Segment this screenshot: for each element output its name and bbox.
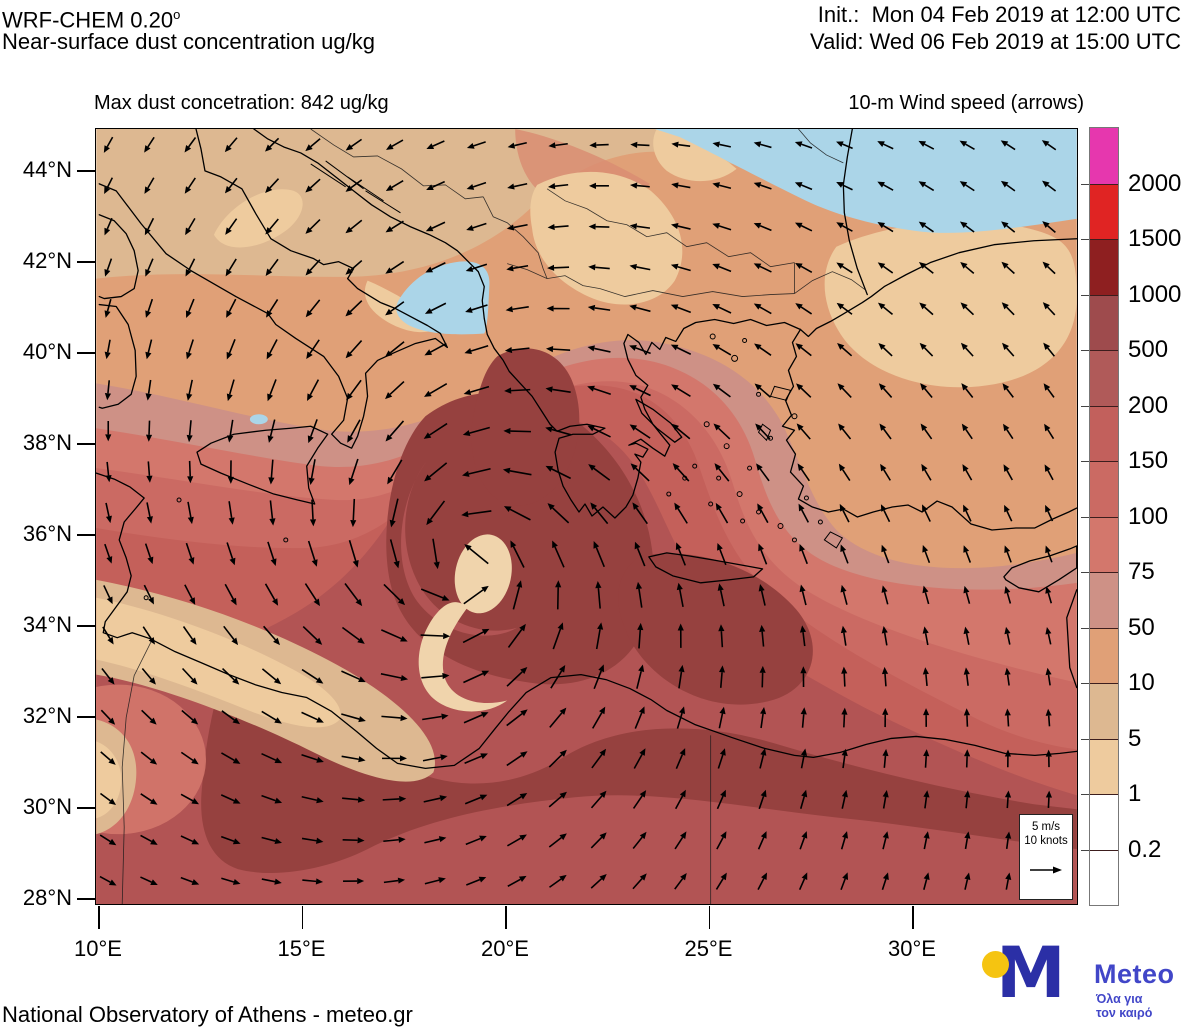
colorbar-label: 2000 [1128,169,1182,197]
colorbar-tick [1081,350,1089,351]
x-tick [505,906,507,929]
dust-map-svg [96,129,1077,904]
colorbar-tick [1081,572,1089,573]
wind-speed-legend: 5 m/s 10 knots [1019,814,1073,900]
colorbar-tick [1081,849,1089,851]
colorbar-cell [1090,572,1118,628]
y-tick-label: 30°N [22,794,72,819]
credit-text: National Observatory of Athens - meteo.g… [2,1002,413,1027]
country-borders [121,129,867,904]
logo-m-glyph: M [996,932,1066,1014]
colorbar-tick [1081,627,1089,629]
wind-legend-ms: 5 m/s [1031,821,1061,833]
colorbar-tick [1081,461,1089,462]
wind-legend-knots: 10 knots [1024,835,1068,847]
colorbar-tick [1081,405,1089,407]
coastlines [96,129,1077,769]
x-tick [912,906,914,929]
colorbar-tick [1081,239,1089,240]
y-tick-label: 42°N [22,248,72,273]
y-tick-label: 28°N [22,885,72,910]
y-tick-label: 44°N [22,157,72,182]
meteo-logo: M Meteo Όλα για τον καιρό [980,932,1190,1028]
x-tick-label: 10°E [74,936,122,961]
colorbar-cell [1090,627,1118,683]
y-tick [77,170,95,172]
colorbar-label: 1000 [1128,280,1182,308]
colorbar-label: 500 [1128,336,1169,363]
y-tick [77,534,95,536]
x-tick-label: 30°E [888,936,936,961]
colorbar-cell [1090,239,1118,295]
y-tick-label: 40°N [22,339,72,364]
colorbar-label: 150 [1128,447,1169,474]
colorbar [1089,127,1119,906]
y-tick [77,443,95,445]
colorbar-label: 100 [1128,502,1169,530]
y-tick [77,898,95,900]
colorbar-label: 75 [1128,558,1155,585]
x-tick [98,906,100,929]
logo-tagline: Όλα για τον καιρό [1096,992,1153,1020]
colorbar-label: 1500 [1128,225,1182,252]
colorbar-tick [1081,683,1089,684]
colorbar-label: 50 [1128,613,1155,641]
colorbar-cell [1090,461,1118,517]
colorbar-cell [1090,738,1118,794]
y-tick [77,261,95,263]
colorbar-cell [1090,683,1118,739]
y-tick [77,807,95,809]
sea-no-dust-areas [249,129,1077,425]
colorbar-cell [1090,849,1118,905]
y-tick [77,716,95,718]
colorbar-tick [1081,516,1089,518]
map-canvas [95,128,1078,905]
x-tick-label: 15°E [277,936,326,961]
colorbar-cell [1090,516,1118,572]
colorbar-cell [1090,350,1118,406]
x-tick-label: 20°E [481,936,529,961]
colorbar-tick [1081,294,1089,296]
init-time: Init.: Mon 04 Feb 2019 at 12:00 UTC [817,2,1181,27]
dust-field [96,129,1077,904]
model-name: WRF-CHEM 0.20 [2,7,174,33]
max-dust-label: Max dust concetration: 842 ug/kg [94,92,389,114]
y-tick-label: 38°N [22,430,72,455]
degree-superscript: o [173,7,181,22]
wind-overlay-label: 10-m Wind speed (arrows) [848,92,1084,114]
page-subtitle: Near-surface dust concentration ug/kg [2,29,375,54]
y-tick-label: 34°N [22,612,72,637]
colorbar-cell [1090,405,1118,461]
valid-time: Valid: Wed 06 Feb 2019 at 15:00 UTC [810,29,1181,54]
colorbar-label: 200 [1128,391,1169,419]
colorbar-label: 0.2 [1128,835,1162,863]
islands [143,160,844,601]
colorbar-cell [1090,294,1118,350]
reference-arrow-icon [1030,866,1062,874]
colorbar-label: 5 [1128,724,1142,752]
y-tick-label: 36°N [22,521,72,546]
x-tick [301,906,303,929]
x-tick [708,906,710,929]
colorbar-cell [1090,183,1118,239]
y-tick-label: 32°N [22,703,72,728]
y-tick [77,352,95,354]
colorbar-label: 10 [1128,669,1155,696]
colorbar-tick [1081,183,1089,185]
colorbar-tick [1081,794,1089,795]
y-tick [77,625,95,627]
logo-brand-text: Meteo [1094,959,1175,989]
colorbar-label: 1 [1128,780,1142,807]
x-tick-label: 25°E [684,936,733,961]
wind-arrows [99,136,1057,891]
colorbar-cell [1090,128,1118,184]
colorbar-tick [1081,738,1089,740]
page-title: WRF-CHEM 0.20o [2,2,180,33]
colorbar-cell [1090,794,1118,850]
logo-sun-icon [982,951,1009,978]
